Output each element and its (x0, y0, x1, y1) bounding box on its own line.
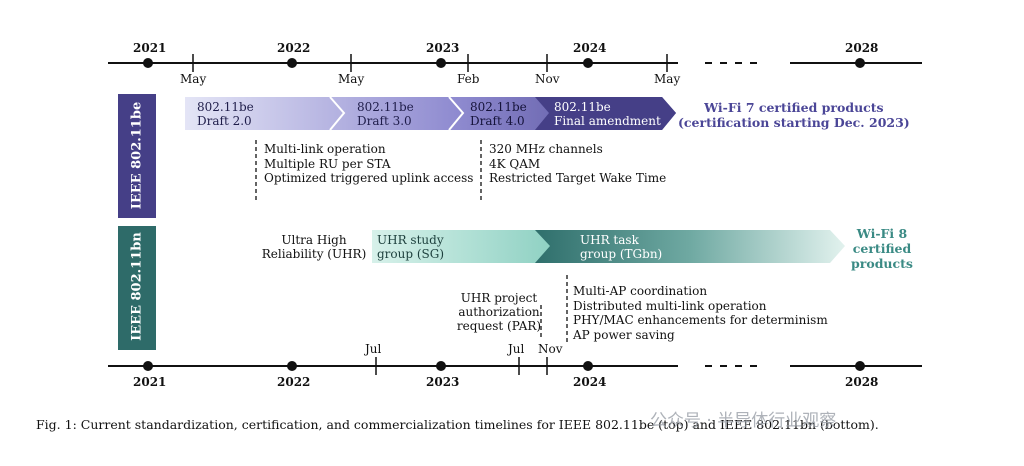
year-dot (855, 361, 865, 371)
bottom-year-2022: 2022 (277, 375, 311, 389)
figure-caption: Fig. 1: Current standardization, certifi… (36, 417, 879, 432)
bottom-month-jul-2022: Jul (365, 342, 382, 356)
bottom-year-2024: 2024 (573, 375, 607, 389)
draft-4-label: 802.11be Draft 4.0 (470, 100, 527, 128)
year-dot (855, 58, 865, 68)
be-side-bar (118, 94, 156, 218)
draft-2-label: 802.11be Draft 2.0 (197, 100, 254, 128)
final-amendment-label: 802.11be Final amendment (554, 100, 661, 128)
watermark: 公众号 · 半导体行业观察 (650, 411, 837, 431)
be-arrow-final (535, 97, 676, 130)
year-dot (287, 361, 297, 371)
bottom-year-2021: 2021 (133, 375, 167, 389)
top-year-2028: 2028 (845, 41, 879, 55)
uhr-label: Ultra High Reliability (UHR) (261, 233, 367, 261)
top-year-2023: 2023 (426, 41, 460, 55)
top-year-2021: 2021 (133, 41, 167, 55)
top-year-2022: 2022 (277, 41, 311, 55)
year-dot (583, 361, 593, 371)
year-dot (583, 58, 593, 68)
bottom-year-2023: 2023 (426, 375, 460, 389)
top-month-may-2022: May (338, 72, 365, 86)
tg-arrow (535, 230, 845, 263)
year-dot (436, 361, 446, 371)
year-dot (287, 58, 297, 68)
wifi7-label: Wi-Fi 7 certified products (certification… (678, 100, 910, 130)
wifi8-label: Wi-Fi 8 certified products (851, 226, 913, 271)
top-month-may-2021: May (180, 72, 207, 86)
sg-arrow (372, 230, 552, 263)
top-month-feb-2023: Feb (457, 72, 480, 86)
bottom-timeline-axis (108, 357, 922, 375)
bottom-year-2028: 2028 (845, 375, 879, 389)
uhr-study-group-label: UHR study group (SG) (377, 233, 445, 261)
bottom-month-nov-2023: Nov (538, 342, 563, 356)
par-label: UHR project authorization request (PAR) (456, 291, 542, 333)
draft-3-label: 802.11be Draft 3.0 (357, 100, 414, 128)
be-features-draft4: 320 MHz channels 4K QAM Restricted Targe… (489, 142, 667, 185)
be-chevron-2 (448, 96, 465, 131)
bn-row-label: IEEE 802.11bn (129, 232, 145, 341)
bottom-month-jul-2023: Jul (508, 342, 525, 356)
top-year-2024: 2024 (573, 41, 607, 55)
bn-side-bar (118, 226, 156, 350)
be-features-draft3: Multi-link operation Multiple RU per STA… (264, 142, 474, 185)
uhr-task-group-label: UHR task group (TGbn) (580, 233, 663, 261)
be-row-label: IEEE 802.11be (129, 101, 145, 210)
year-dot (436, 58, 446, 68)
top-month-nov-2023: Nov (535, 72, 560, 86)
be-chevron-1 (329, 96, 346, 131)
bn-features: Multi-AP coordination Distributed multi-… (573, 284, 828, 342)
year-dot (143, 361, 153, 371)
top-month-may-2024: May (654, 72, 681, 86)
top-timeline-axis (108, 54, 922, 72)
year-dot (143, 58, 153, 68)
